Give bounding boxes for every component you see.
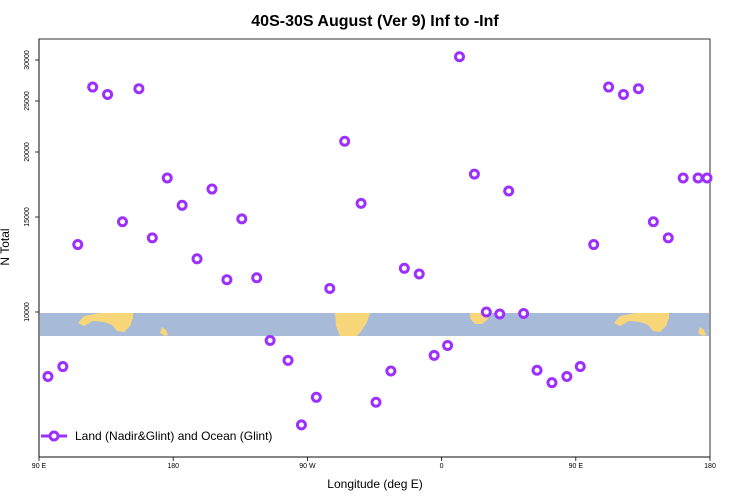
data-point xyxy=(677,172,689,184)
y-tick-label: 10000 xyxy=(24,302,31,322)
data-point xyxy=(531,364,543,376)
legend-label: Land (Nadir&Glint) and Ocean (Glint) xyxy=(75,429,272,443)
legend: Land (Nadir&Glint) and Ocean (Glint) xyxy=(41,429,272,443)
legend-marker xyxy=(48,430,60,442)
data-point xyxy=(191,253,203,265)
data-point xyxy=(221,274,233,286)
ocean-band xyxy=(40,313,709,336)
y-axis-label: N Total xyxy=(0,228,12,265)
data-point xyxy=(87,81,99,93)
land-south-america xyxy=(335,313,370,336)
data-point xyxy=(236,213,248,225)
y-tick-label: 20000 xyxy=(24,142,31,162)
data-point xyxy=(102,88,114,100)
data-point xyxy=(146,232,158,244)
x-ticks: 90 E 180 90 W 0 90 E 180 xyxy=(32,457,716,470)
data-point xyxy=(264,335,276,347)
land-australia-2 xyxy=(614,313,669,332)
y-ticks: 10000 15000 20000 25000 30000 xyxy=(24,50,39,322)
data-point xyxy=(647,216,659,228)
plot-frame xyxy=(38,38,711,458)
data-point xyxy=(618,88,630,100)
data-point xyxy=(398,262,410,274)
data-point xyxy=(468,168,480,180)
map-band xyxy=(40,313,709,336)
data-point xyxy=(603,81,615,93)
x-axis-label: Longitude (deg E) xyxy=(327,477,422,491)
land-nz-1 xyxy=(160,327,168,336)
data-point xyxy=(133,83,145,95)
data-point xyxy=(339,135,351,147)
data-point xyxy=(632,83,644,95)
data-points xyxy=(42,51,713,431)
data-point xyxy=(518,307,530,319)
x-tick-label: 90 W xyxy=(299,463,316,470)
y-axis: 10000 15000 20000 25000 30000 N Total xyxy=(0,39,40,457)
data-point xyxy=(442,339,454,351)
data-point xyxy=(42,370,54,382)
land-nz-2 xyxy=(698,327,706,336)
data-point xyxy=(561,370,573,382)
data-point xyxy=(428,349,440,361)
data-point xyxy=(295,419,307,431)
data-point xyxy=(72,239,84,251)
data-point xyxy=(206,183,218,195)
y-tick-label: 15000 xyxy=(24,207,31,227)
data-point xyxy=(494,308,506,320)
land-australia-1 xyxy=(78,313,133,332)
data-point xyxy=(251,272,263,284)
data-point xyxy=(588,239,600,251)
data-point xyxy=(176,199,188,211)
data-point xyxy=(310,391,322,403)
x-tick-label: 180 xyxy=(704,463,716,470)
x-tick-label: 0 xyxy=(440,463,444,470)
data-point xyxy=(385,365,397,377)
data-point xyxy=(453,51,465,63)
data-point xyxy=(662,232,674,244)
data-point xyxy=(413,268,425,280)
data-point xyxy=(324,282,336,294)
data-point xyxy=(480,306,492,318)
chart-title: 40S-30S August (Ver 9) Inf to -Inf xyxy=(251,13,499,30)
data-point xyxy=(370,396,382,408)
data-point xyxy=(692,172,704,184)
data-point xyxy=(161,172,173,184)
data-point xyxy=(574,361,586,373)
data-point xyxy=(503,185,515,197)
data-point xyxy=(117,216,129,228)
y-tick-label: 25000 xyxy=(24,91,31,111)
data-point xyxy=(57,361,69,373)
data-point xyxy=(282,354,294,366)
data-point xyxy=(701,172,713,184)
x-tick-label: 180 xyxy=(167,463,179,470)
data-point xyxy=(355,197,367,209)
data-point xyxy=(546,377,558,389)
x-axis: 90 E 180 90 W 0 90 E 180 Longitude (deg E) xyxy=(32,456,716,491)
y-tick-label: 30000 xyxy=(24,50,31,70)
x-tick-label: 90 E xyxy=(32,463,47,470)
x-tick-label: 90 E xyxy=(569,463,584,470)
